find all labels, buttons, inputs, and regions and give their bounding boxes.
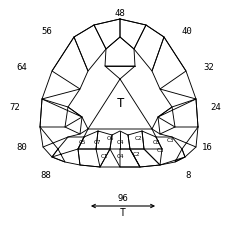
Text: 96: 96 [118, 194, 128, 203]
Text: C7: C7 [93, 140, 101, 145]
Text: C4: C4 [116, 153, 124, 158]
Text: C3: C3 [156, 147, 164, 152]
Text: 40: 40 [182, 27, 192, 36]
Text: 72: 72 [10, 103, 20, 112]
Text: T: T [120, 207, 126, 217]
Text: C3: C3 [166, 137, 174, 142]
Text: C5: C5 [78, 140, 86, 145]
Text: C4: C4 [116, 140, 124, 145]
Text: 32: 32 [204, 63, 214, 72]
Text: T: T [116, 97, 124, 110]
Text: 80: 80 [17, 143, 27, 152]
Text: 48: 48 [115, 9, 125, 18]
Text: C2: C2 [134, 135, 142, 140]
Text: C6: C6 [106, 135, 114, 140]
Text: C2: C2 [132, 152, 140, 157]
Text: 24: 24 [211, 103, 221, 112]
Text: C1: C1 [100, 153, 108, 158]
Text: 56: 56 [42, 27, 52, 36]
Text: 88: 88 [41, 171, 51, 180]
Text: 8: 8 [185, 171, 191, 180]
Text: 64: 64 [17, 63, 27, 72]
Text: 16: 16 [202, 143, 212, 152]
Text: C8: C8 [152, 140, 160, 145]
